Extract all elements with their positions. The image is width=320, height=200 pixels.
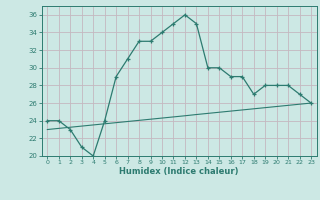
X-axis label: Humidex (Indice chaleur): Humidex (Indice chaleur) <box>119 167 239 176</box>
